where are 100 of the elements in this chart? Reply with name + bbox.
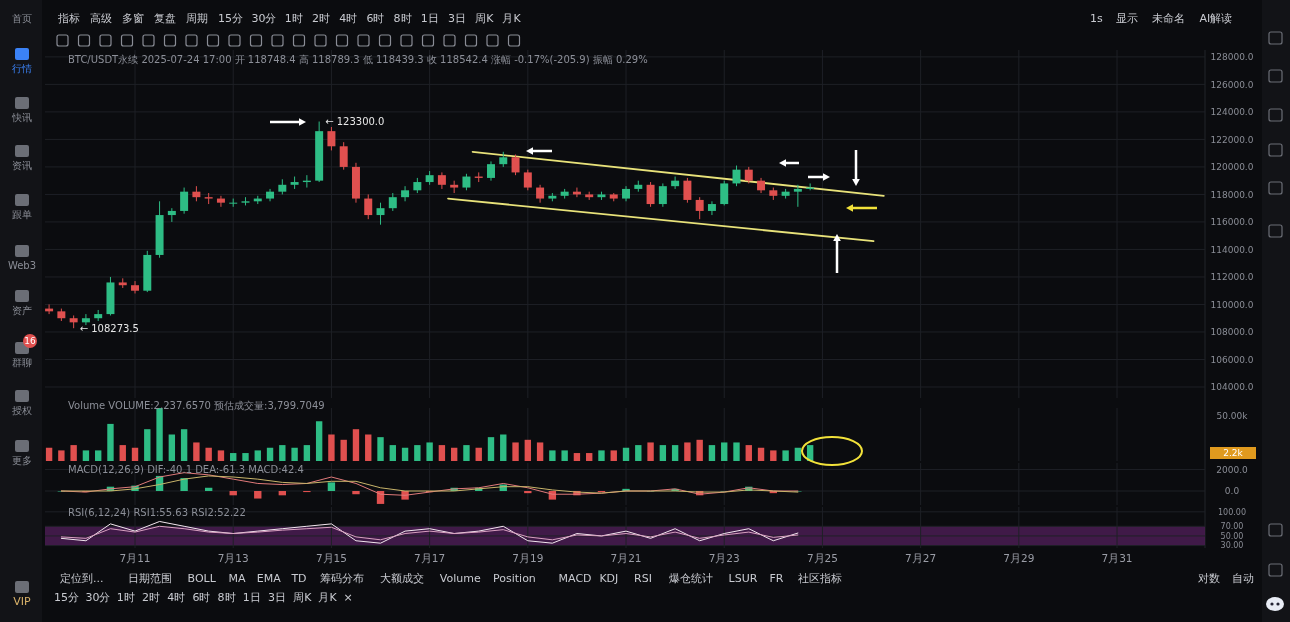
chart-title: RSI(6,12,24) RSI1:55.63 RSI2:52.22 bbox=[68, 506, 246, 518]
x-tick-label: 7月11 bbox=[119, 551, 151, 564]
text: FR bbox=[769, 571, 784, 585]
x-tick-label: 7月31 bbox=[1101, 551, 1133, 564]
y-tick-label: 122000.0 bbox=[1210, 134, 1254, 145]
text: 首页 bbox=[12, 12, 32, 24]
text: AI解读 bbox=[1199, 11, 1233, 25]
y-tick-label: 104000.0 bbox=[1210, 382, 1254, 393]
text: 爆仓统计 bbox=[668, 571, 713, 585]
text: 高级 bbox=[90, 11, 112, 25]
chart-title: Volume VOLUME:2,237.6570 预估成交量:3,799.7049 bbox=[68, 399, 325, 411]
chart-title: BTC/USDT永续 2025-07-24 17:00 开 118748.4 高 118789.3 低 118439.3 收 118542.4 涨幅 -0.17%(-205.9) 振幅 0.29% bbox=[68, 53, 648, 65]
text: 对数 bbox=[1198, 571, 1220, 585]
text: 复盘 bbox=[154, 11, 176, 25]
text: 指标 bbox=[57, 11, 80, 25]
text: VIP bbox=[13, 594, 32, 608]
text: 2.2k bbox=[1223, 448, 1244, 459]
x-tick-label: 7月25 bbox=[806, 551, 838, 564]
text: 1日 bbox=[420, 11, 439, 25]
text: 16 bbox=[24, 336, 36, 347]
x-tick-label: 7月29 bbox=[1003, 551, 1035, 564]
text: 日期范围 bbox=[127, 571, 172, 585]
y-tick-label: 112000.0 bbox=[1210, 272, 1254, 283]
text: 周期 bbox=[186, 11, 208, 25]
text: Volume bbox=[439, 571, 481, 585]
text: MA bbox=[228, 571, 246, 585]
text: × bbox=[343, 590, 353, 604]
text: EMA bbox=[256, 571, 282, 585]
y-tick-label: 116000.0 bbox=[1210, 217, 1254, 228]
text: 15分 bbox=[54, 590, 79, 604]
text: 3日 bbox=[448, 11, 466, 25]
text: Position bbox=[493, 571, 536, 585]
y-tick-label: 124000.0 bbox=[1210, 107, 1254, 118]
text: 1日 bbox=[242, 590, 261, 604]
y-tick-label: 114000.0 bbox=[1210, 244, 1254, 255]
text: 月K bbox=[502, 11, 522, 25]
text: 1时 bbox=[284, 11, 303, 25]
text: 1时 bbox=[116, 590, 135, 604]
text: 授权 bbox=[12, 404, 32, 416]
x-tick-label: 7月23 bbox=[708, 551, 740, 564]
x-tick-label: 7月21 bbox=[610, 551, 642, 564]
text: 定位到... bbox=[60, 571, 104, 585]
x-tick-label: 7月15 bbox=[315, 551, 347, 564]
text: 30分 bbox=[251, 11, 277, 25]
text: KDJ bbox=[599, 571, 619, 585]
text: LSUR bbox=[728, 571, 758, 585]
text: 未命名 bbox=[1152, 11, 1186, 25]
text: 周K bbox=[475, 11, 495, 25]
y-tick-label: 30.00 bbox=[1220, 541, 1244, 551]
text: 6时 bbox=[366, 11, 385, 25]
text: 2时 bbox=[142, 590, 160, 604]
y-tick-label: 106000.0 bbox=[1210, 354, 1254, 365]
text: RSI bbox=[634, 571, 652, 585]
text: 月K bbox=[318, 590, 338, 604]
text: 更多 bbox=[12, 454, 32, 466]
text: 多窗 bbox=[122, 11, 144, 25]
annotation: ← 108273.5 bbox=[79, 322, 139, 334]
y-tick-label: 0.0 bbox=[1224, 486, 1240, 497]
y-tick-label: 2000.0 bbox=[1216, 464, 1249, 475]
text: 群聊 bbox=[12, 356, 32, 368]
text: 社区指标 bbox=[797, 571, 842, 585]
text: 自动 bbox=[1232, 571, 1254, 585]
y-tick-label: 126000.0 bbox=[1210, 79, 1254, 90]
text: 6时 bbox=[192, 590, 211, 604]
text: 跟单 bbox=[12, 208, 32, 220]
text: 周K bbox=[293, 590, 313, 604]
text: 大额成交 bbox=[379, 571, 424, 585]
x-tick-label: 7月27 bbox=[905, 551, 937, 564]
text: Web3 bbox=[7, 259, 37, 271]
text: BOLL bbox=[187, 571, 217, 585]
x-tick-label: 7月17 bbox=[414, 551, 446, 564]
y-tick-label: 110000.0 bbox=[1210, 299, 1254, 310]
text: 资产 bbox=[12, 304, 32, 316]
text: 显示 bbox=[1116, 11, 1139, 25]
y-tick-label: 128000.0 bbox=[1210, 52, 1254, 63]
text: 15分 bbox=[218, 11, 243, 25]
text: 筹码分布 bbox=[319, 571, 364, 585]
y-tick-label: 108000.0 bbox=[1210, 327, 1254, 338]
text: MACD bbox=[558, 571, 592, 585]
y-tick-label: 118000.0 bbox=[1210, 189, 1254, 200]
text: 2时 bbox=[312, 11, 330, 25]
y-tick-label: 100.00 bbox=[1218, 507, 1246, 517]
text: 3日 bbox=[268, 590, 286, 604]
text: 资讯 bbox=[12, 159, 32, 171]
text: 4时 bbox=[339, 11, 358, 25]
y-tick-label: 50.00 bbox=[1220, 531, 1244, 541]
text: 30分 bbox=[85, 590, 111, 604]
y-tick-label: 70.00 bbox=[1220, 522, 1244, 532]
text: 8时 bbox=[217, 590, 236, 604]
text: 4时 bbox=[167, 590, 186, 604]
text: 50.00k bbox=[1216, 411, 1249, 422]
text: 行情 bbox=[12, 62, 32, 74]
x-tick-label: 7月13 bbox=[217, 551, 249, 564]
text: 1s bbox=[1090, 11, 1103, 25]
y-tick-label: 120000.0 bbox=[1210, 162, 1254, 173]
text: 8时 bbox=[393, 11, 412, 25]
text: TD bbox=[290, 571, 307, 585]
x-tick-label: 7月19 bbox=[512, 551, 544, 564]
chart-title: MACD(12,26,9) DIF:-40.1 DEA:-61.3 MACD:42.4 bbox=[68, 463, 304, 475]
annotation: ← 123300.0 bbox=[325, 116, 385, 128]
